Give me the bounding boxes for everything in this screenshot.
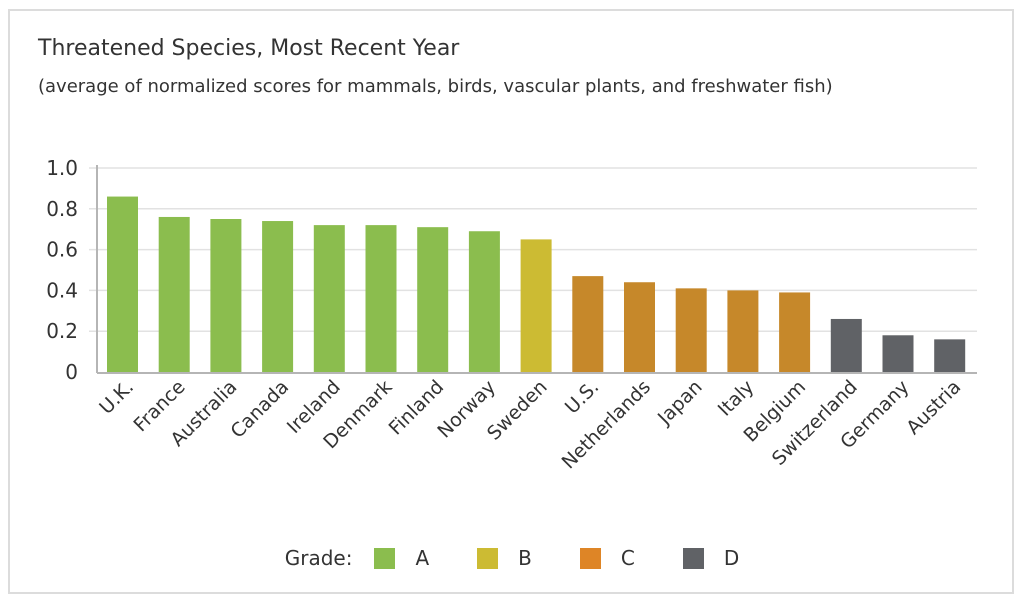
bar-austria [934,339,966,372]
y-tick-label: 0 [65,360,78,384]
legend-item-a: A [374,546,429,570]
bar-germany [882,335,914,372]
legend-text-d: D [723,546,740,570]
x-tick-label: Japan [653,376,707,430]
legend: Grade: A B C D [0,546,1024,570]
bar-uk [107,196,138,372]
y-tick-label: 0.2 [46,319,78,343]
bar-ireland [313,225,345,372]
x-tick-label: U.K. [95,376,138,419]
bar-netherlands [624,282,655,372]
x-tick-label: Italy [714,376,759,421]
bar-belgium [779,292,811,372]
bar-finland [417,227,449,372]
bar-sweden [520,239,552,372]
chart-subtitle: (average of normalized scores for mammal… [38,76,833,97]
bars [107,196,966,372]
bar-france [158,216,190,372]
bar-japan [675,288,707,372]
y-tick-labels: 0 0.2 0.4 0.6 0.8 1.0 [46,156,78,384]
bar-switzerland [830,318,862,372]
legend-text-a: A [415,546,430,570]
chart-title: Threatened Species, Most Recent Year [38,36,460,61]
x-tick-label: Canada [226,376,293,443]
legend-text-c: C [620,546,635,570]
legend-item-d: D [682,546,740,570]
y-tick-label: 0.6 [46,238,78,262]
y-tick-label: 0.8 [46,197,78,221]
legend-text-b: B [518,546,532,570]
legend-swatch-c [579,547,601,569]
bar-italy [727,290,759,372]
bar-us [572,276,604,372]
legend-swatch-b [477,547,499,569]
y-tick-label: 0.4 [46,278,78,302]
legend-swatch-d [682,547,704,569]
legend-item-b: B [477,546,532,570]
x-tick-label: Austria [902,376,965,439]
x-tick-labels: U.K.FranceAustraliaCanadaIrelandDenmarkF… [95,376,965,473]
bar-norway [468,231,500,372]
y-tick-label: 1.0 [46,156,78,180]
bar-canada [262,221,294,372]
x-tick-label: U.S. [561,376,603,418]
bar-australia [210,219,242,372]
legend-swatch-a [374,547,396,569]
legend-item-c: C [579,546,635,570]
legend-label: Grade: [284,546,353,570]
bar-denmark [365,225,397,372]
